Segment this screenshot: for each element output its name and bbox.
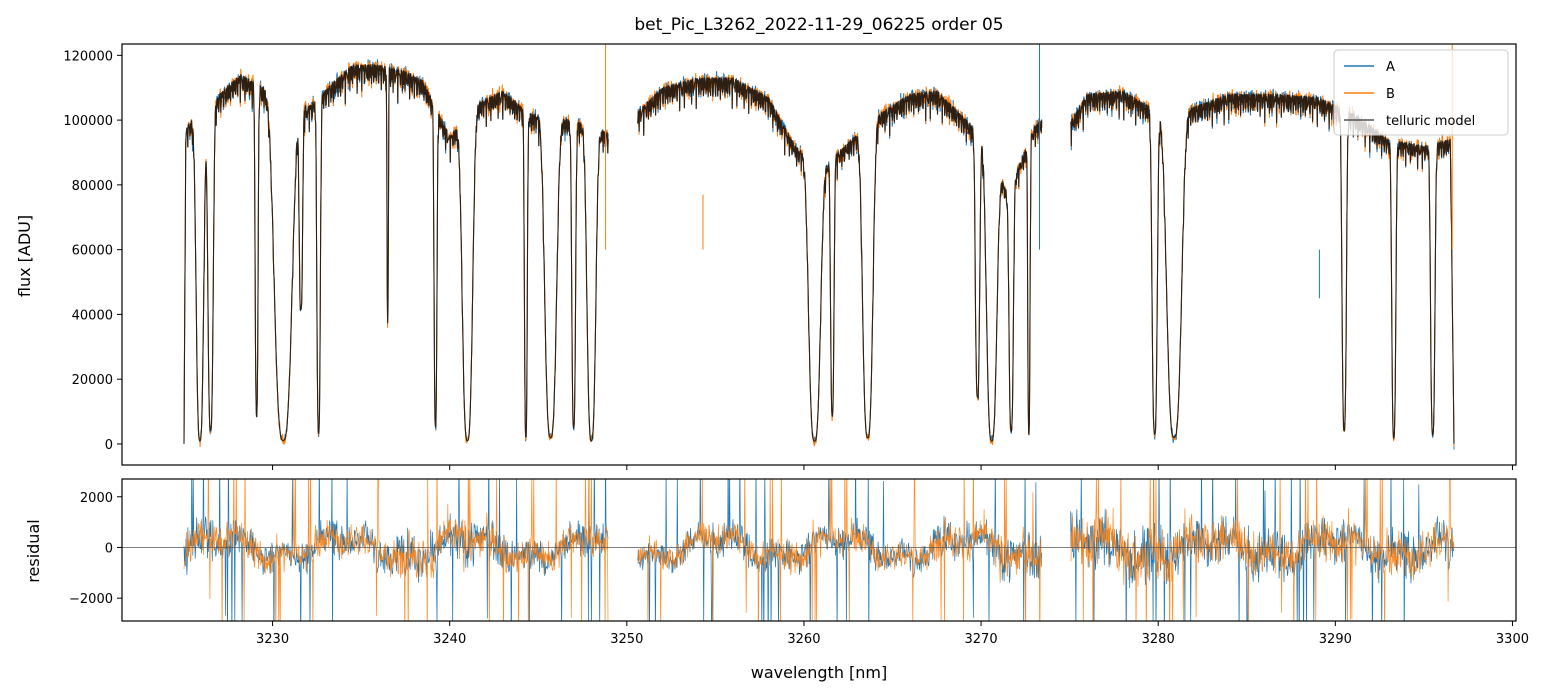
flux-y-tick-label: 120000 <box>63 49 113 64</box>
residual-axis-label: residual <box>24 519 43 582</box>
flux-panel-frame <box>121 43 1517 466</box>
legend-box <box>1333 49 1509 136</box>
legend-label-model: telluric model <box>1386 114 1475 129</box>
flux-y-tick-label: 100000 <box>63 114 113 129</box>
x-tick-label: 3230 <box>256 632 289 647</box>
residual-panel: −2000 0 2000 3230 3240 3250 3260 3270 3280 3290 3… <box>24 478 1529 647</box>
x-tick-label: 3240 <box>433 632 466 647</box>
flux-y-tick-label: 0 <box>105 438 113 453</box>
flux-y-tick-label: 20000 <box>72 373 113 388</box>
x-tick-label: 3280 <box>1142 632 1175 647</box>
flux-y-tick-label: 60000 <box>72 244 113 259</box>
legend-label-a: A <box>1386 60 1395 75</box>
x-tick-label: 3270 <box>965 632 998 647</box>
flux-y-tick-label: 80000 <box>72 179 113 194</box>
residual-panel-frame <box>121 478 1517 622</box>
legend-label-b: B <box>1386 87 1395 102</box>
telluric-model-line <box>183 63 1455 444</box>
chart-title: bet_Pic_L3262_2022-11-29_06225 order 05 <box>634 15 1003 35</box>
flux-axis-label: flux [ADU] <box>15 215 34 297</box>
x-tick-label: 3250 <box>610 632 643 647</box>
flux-panel: 0 20000 40000 60000 80000 100000 120000 flux [… <box>15 43 1517 470</box>
x-tick-label: 3290 <box>1319 632 1352 647</box>
residual-b-line <box>183 479 1455 621</box>
x-tick-label: 3260 <box>787 632 820 647</box>
x-axis-label: wavelength [nm] <box>751 663 888 682</box>
residual-y-tick-label: −2000 <box>69 592 113 607</box>
residual-y-tick-label: 2000 <box>80 491 113 506</box>
flux-y-tick-label: 40000 <box>72 308 113 323</box>
x-tick-label: 3300 <box>1496 632 1529 647</box>
residual-y-tick-label: 0 <box>105 541 113 556</box>
legend: A B telluric model <box>1333 49 1509 136</box>
